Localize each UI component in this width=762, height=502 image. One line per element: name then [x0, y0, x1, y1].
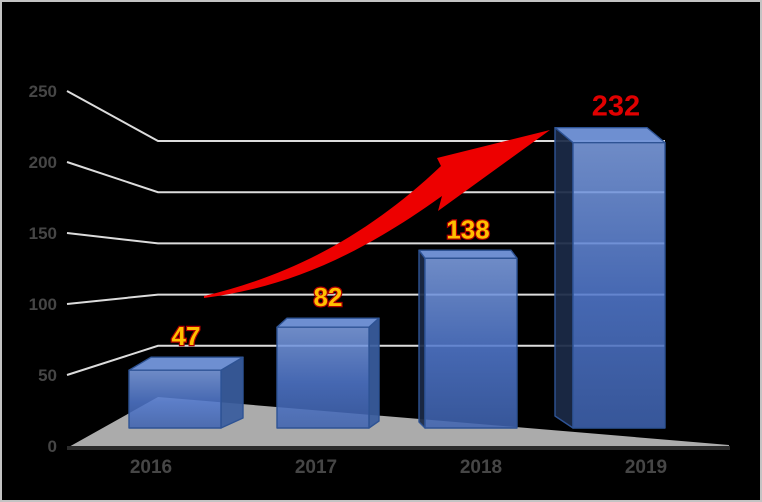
emphasized-data-label: 232: [592, 91, 640, 123]
bar-side-face: [418, 249, 426, 429]
y-axis-tick-label: 0: [48, 437, 57, 456]
x-axis-category-label: 2017: [295, 457, 337, 478]
gridline-150: [66, 232, 665, 245]
data-label: 138: [446, 214, 489, 244]
y-axis-tick-label: 100: [29, 295, 57, 314]
y-axis-tick-label: 150: [29, 224, 57, 243]
bar-top-face: [418, 249, 518, 259]
bar-2016: [128, 356, 244, 429]
gridline-250: [66, 90, 665, 142]
trend-arrow: [204, 130, 550, 298]
y-axis-tick-label: 200: [29, 153, 57, 172]
bar-front-face: [424, 257, 518, 429]
bar-2019: [554, 126, 666, 429]
bar-side-face: [554, 126, 574, 429]
x-axis-front-edge: [67, 446, 730, 450]
data-label: 47: [172, 321, 201, 351]
y-axis-tick-label: 250: [29, 82, 57, 101]
gridline-200: [66, 161, 665, 194]
bar-2017: [276, 317, 380, 429]
bar-front-face: [276, 326, 370, 429]
bar-side-face: [368, 317, 380, 429]
bar-front-face: [572, 141, 666, 429]
bar-2018: [418, 249, 518, 429]
data-label: 82: [314, 282, 343, 312]
x-axis-category-label: 2018: [460, 457, 502, 478]
bar-top-face: [554, 126, 666, 144]
x-axis-category-label: 2019: [625, 457, 667, 478]
x-axis-category-label: 2016: [130, 457, 172, 478]
bar-top-face: [276, 317, 380, 328]
bar-front-face: [128, 369, 222, 429]
y-axis-tick-label: 50: [38, 366, 57, 385]
